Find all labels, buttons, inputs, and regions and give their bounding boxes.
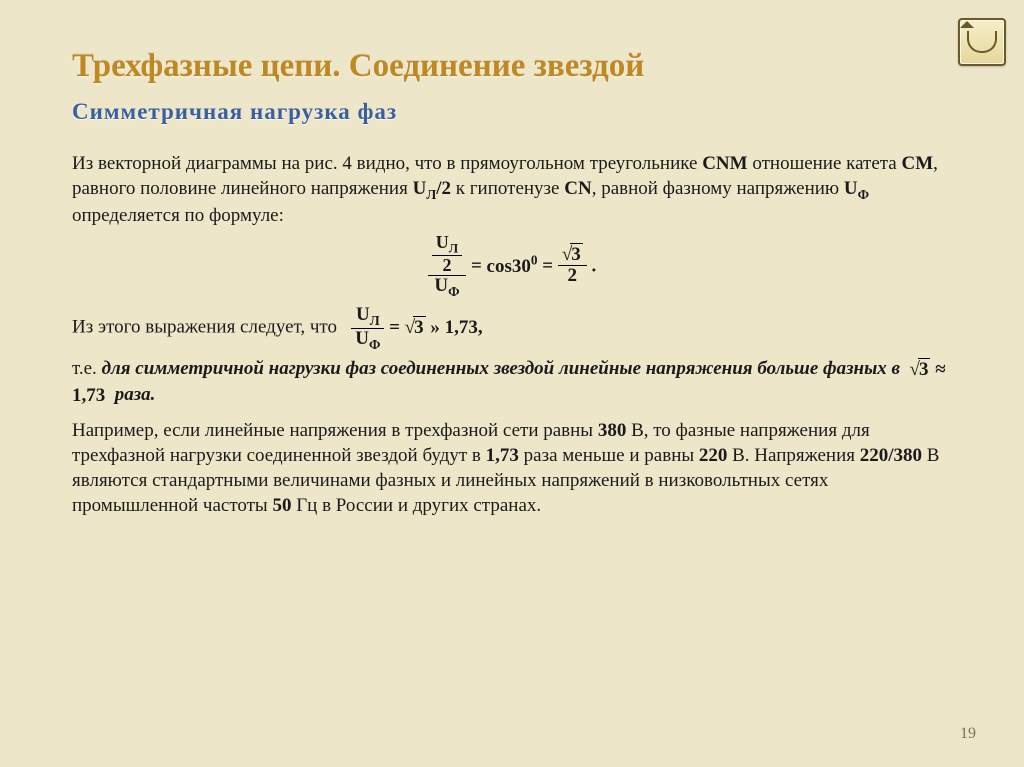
triangle-cnm: CNM xyxy=(702,153,747,174)
text: В. Напряжения xyxy=(727,445,859,466)
u-phase: UФ xyxy=(844,178,869,199)
slide-number: 19 xyxy=(960,725,976,743)
paragraph-4: Например, если линейные напряжения в тре… xyxy=(72,418,952,518)
period: . xyxy=(592,255,597,276)
text: определяется по формуле: xyxy=(72,205,284,226)
text: , равной фазному напряжению xyxy=(592,178,844,199)
back-button[interactable] xyxy=(958,18,1006,66)
equation-1: UЛ 2 UФ = cos300 = 3 2 . xyxy=(72,233,952,300)
value-220-380: 220/380 xyxy=(860,445,922,466)
equation-2: UЛ UФ = 3 » 1,73, xyxy=(351,317,482,338)
cos30: cos300 xyxy=(487,256,538,277)
equals: = xyxy=(471,255,487,276)
value-220: 220 xyxy=(699,445,728,466)
slide-body: Из векторной диаграммы на рис. 4 видно, … xyxy=(72,151,952,518)
text: отношение катета xyxy=(748,153,902,174)
slide-subtitle: Симметричная нагрузка фаз xyxy=(72,99,952,125)
leg-cm: CM xyxy=(902,153,934,174)
equals: = xyxy=(542,255,558,276)
value-380: 380 xyxy=(598,420,627,441)
text: к гипотенузе xyxy=(451,178,564,199)
hyp-cn: CN xyxy=(564,178,591,199)
value-1-73: 1,73 xyxy=(486,445,519,466)
paragraph-1: Из векторной диаграммы на рис. 4 видно, … xyxy=(72,151,952,229)
paragraph-3: т.е. для симметричной нагрузки фаз соеди… xyxy=(72,356,952,408)
value-50hz: 50 xyxy=(272,495,291,516)
slide: Трехфазные цепи. Соединение звездой Симм… xyxy=(0,0,1024,518)
big-fraction: UЛ 2 UФ xyxy=(428,233,466,300)
u-turn-arrow-icon xyxy=(967,31,997,53)
u-line-half: UЛ/2 xyxy=(413,178,451,199)
text: т.е. xyxy=(72,358,102,379)
text: Например, если линейные напряжения в тре… xyxy=(72,420,598,441)
italic-statement: для симметричной нагрузки фаз соединенны… xyxy=(102,358,900,379)
text: раза меньше и равны xyxy=(519,445,699,466)
text: Из этого выражения следует, что xyxy=(72,317,337,338)
text: Из векторной диаграммы на рис. 4 видно, … xyxy=(72,153,702,174)
sqrt3-over-2: 3 2 xyxy=(558,245,587,286)
slide-title: Трехфазные цепи. Соединение звездой xyxy=(72,48,952,85)
text: Гц в России и других странах. xyxy=(291,495,541,516)
paragraph-2: Из этого выражения следует, что UЛ UФ = … xyxy=(72,305,952,352)
italic-tail: раза. xyxy=(115,384,156,405)
